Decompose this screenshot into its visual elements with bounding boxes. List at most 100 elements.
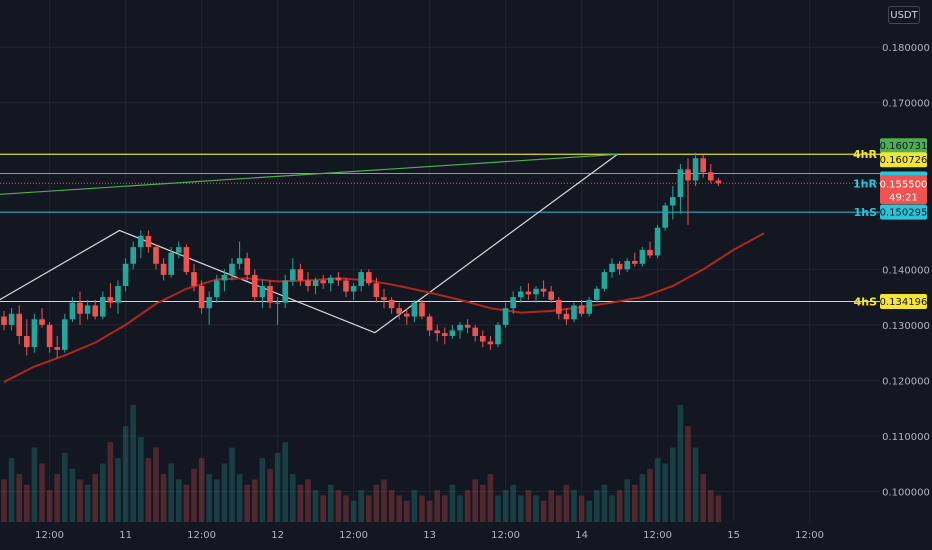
volume-bar bbox=[312, 490, 319, 522]
volume-bar bbox=[601, 484, 608, 522]
volume-bar bbox=[290, 474, 296, 522]
candle-body bbox=[480, 335, 486, 342]
volume-bar bbox=[502, 490, 509, 522]
price-tick-label: 0.100000 bbox=[882, 487, 930, 498]
candle-body bbox=[578, 305, 585, 314]
volume-bar bbox=[69, 468, 76, 522]
volume-bar bbox=[411, 490, 418, 522]
volume-bar bbox=[84, 484, 91, 522]
volume-bar bbox=[107, 442, 114, 522]
level-name: 1hR bbox=[853, 177, 877, 190]
candle-body bbox=[464, 324, 471, 328]
candle-body bbox=[419, 302, 425, 317]
candle-body bbox=[107, 297, 114, 303]
volume-bar bbox=[540, 500, 547, 522]
level-name: 4hS bbox=[854, 296, 877, 309]
candle-body bbox=[176, 247, 182, 253]
candle-body bbox=[594, 288, 600, 300]
time-tick-label: 12:00 bbox=[795, 530, 824, 541]
time-tick-label: 12:00 bbox=[491, 530, 520, 541]
volume-bar bbox=[198, 458, 205, 522]
volume-bar bbox=[563, 484, 570, 522]
candle-body bbox=[1, 316, 7, 325]
candle-body bbox=[373, 283, 380, 298]
volume-bar bbox=[24, 484, 30, 522]
candle-body bbox=[692, 158, 699, 181]
volume-bar bbox=[518, 495, 524, 522]
trend-line bbox=[0, 153, 618, 334]
volume-bar bbox=[92, 474, 98, 522]
candle-body bbox=[312, 280, 319, 286]
time-tick-label: 12:00 bbox=[339, 530, 368, 541]
candle-body bbox=[198, 285, 205, 309]
time-tick-label: 12:00 bbox=[35, 530, 64, 541]
volume-bar bbox=[176, 479, 182, 522]
volume-bar bbox=[236, 474, 243, 522]
candlesticks bbox=[1, 152, 722, 359]
price-tick-label: 0.120000 bbox=[882, 376, 930, 387]
candle-body bbox=[540, 288, 547, 292]
candle-body bbox=[632, 261, 638, 264]
candle-body bbox=[214, 280, 220, 298]
level-badge-label: 0.150295 bbox=[880, 208, 928, 219]
volume-bar bbox=[62, 452, 68, 522]
volume-bar bbox=[388, 490, 395, 522]
volume-bar bbox=[586, 500, 592, 522]
volume-bar bbox=[8, 458, 15, 522]
volume-bar bbox=[426, 500, 433, 522]
candle-body bbox=[586, 299, 592, 314]
candle-body bbox=[54, 347, 60, 350]
candle-body bbox=[267, 285, 273, 303]
volume-bar bbox=[320, 495, 326, 522]
level-badge-label: 0.134196 bbox=[880, 297, 928, 308]
trend-line bbox=[0, 153, 618, 195]
volume-bar bbox=[670, 447, 676, 522]
price-axis: 0.180000 0.170000 0.140000 0.130000 0.120000… bbox=[853, 43, 930, 498]
candle-body bbox=[8, 313, 15, 325]
volume-bar bbox=[464, 490, 471, 522]
candle-body bbox=[639, 249, 646, 264]
current-price-label: 0.155500 bbox=[880, 179, 928, 190]
candle-body bbox=[434, 330, 440, 334]
volume-bar bbox=[221, 463, 228, 522]
time-tick-label: 14 bbox=[575, 530, 588, 541]
candle-body bbox=[487, 341, 494, 345]
countdown-label: 49:21 bbox=[889, 192, 918, 203]
candle-body bbox=[601, 272, 608, 289]
candle-body bbox=[700, 158, 706, 173]
candle-body bbox=[358, 272, 364, 286]
volume-bar bbox=[525, 490, 532, 522]
volume-bar bbox=[487, 474, 494, 522]
time-tick-label: 13 bbox=[423, 530, 436, 541]
candle-body bbox=[563, 313, 570, 320]
level-badge-label: 0.160726 bbox=[880, 155, 928, 166]
currency-label[interactable]: USDT bbox=[888, 6, 920, 24]
volume-bar bbox=[358, 490, 364, 522]
volume-bar bbox=[373, 484, 380, 522]
time-axis: 12:00 11 12:00 12 12:00 13 12:00 14 12:00 15 12:00 bbox=[35, 530, 824, 541]
candle-body bbox=[138, 236, 144, 248]
volume-bar bbox=[259, 458, 266, 522]
volume-bar bbox=[77, 479, 83, 522]
volume-bar bbox=[328, 484, 334, 522]
candle-body bbox=[654, 227, 661, 256]
volume-bar bbox=[153, 447, 159, 522]
volume-bar bbox=[305, 479, 311, 522]
candle-body bbox=[39, 319, 45, 325]
level-badge-label: 0.160731 bbox=[880, 141, 928, 152]
candle-body bbox=[244, 258, 250, 275]
price-tick-label: 0.180000 bbox=[882, 43, 930, 54]
volume-bar bbox=[434, 490, 440, 522]
volume-bar bbox=[39, 463, 45, 522]
candle-body bbox=[426, 316, 433, 331]
candle-body bbox=[77, 302, 83, 314]
candle-body bbox=[404, 313, 410, 317]
volume-bar bbox=[495, 495, 501, 522]
volume-bar bbox=[160, 474, 167, 522]
candle-body bbox=[616, 263, 623, 270]
candle-body bbox=[525, 291, 532, 295]
candle-body bbox=[92, 305, 98, 317]
volume-bar bbox=[708, 490, 714, 522]
volume-bar bbox=[571, 490, 577, 522]
